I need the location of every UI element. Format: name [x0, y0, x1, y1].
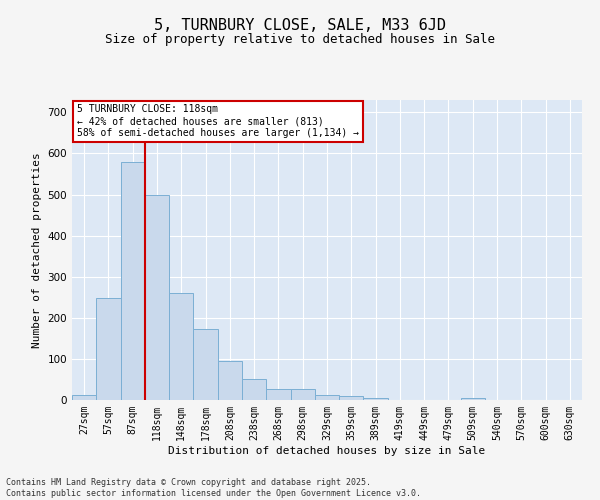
Bar	[145, 194, 169, 400]
Bar	[290, 389, 315, 400]
Text: 5, TURNBURY CLOSE, SALE, M33 6JD: 5, TURNBURY CLOSE, SALE, M33 6JD	[154, 18, 446, 32]
Bar	[315, 395, 339, 400]
Text: Size of property relative to detached houses in Sale: Size of property relative to detached ho…	[105, 32, 495, 46]
Bar	[96, 298, 121, 400]
Y-axis label: Number of detached properties: Number of detached properties	[32, 152, 42, 348]
X-axis label: Distribution of detached houses by size in Sale: Distribution of detached houses by size …	[169, 446, 485, 456]
Bar	[461, 398, 485, 400]
Text: 5 TURNBURY CLOSE: 118sqm
← 42% of detached houses are smaller (813)
58% of semi-: 5 TURNBURY CLOSE: 118sqm ← 42% of detach…	[77, 104, 359, 138]
Bar	[193, 330, 218, 400]
Bar	[169, 293, 193, 400]
Bar	[242, 380, 266, 400]
Text: Contains HM Land Registry data © Crown copyright and database right 2025.
Contai: Contains HM Land Registry data © Crown c…	[6, 478, 421, 498]
Bar	[364, 398, 388, 400]
Bar	[218, 361, 242, 400]
Bar	[121, 162, 145, 400]
Bar	[266, 389, 290, 400]
Bar	[72, 395, 96, 400]
Bar	[339, 396, 364, 400]
